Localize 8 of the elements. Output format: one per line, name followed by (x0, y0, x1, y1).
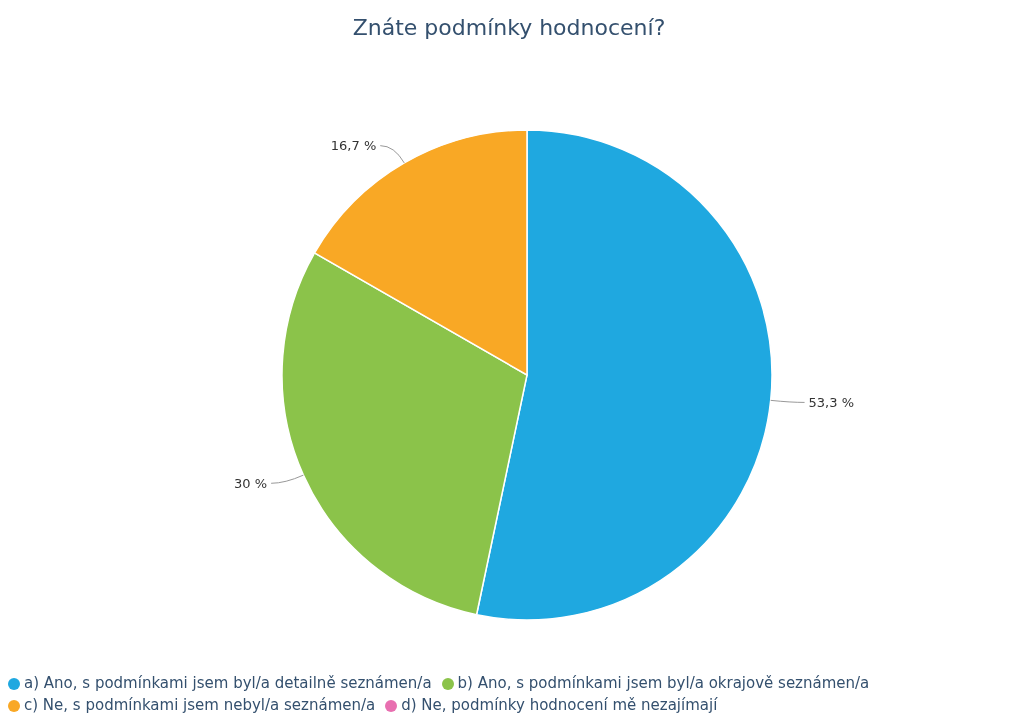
legend-label: b) Ano, s podmínkami jsem byl/a okrajově seznámen/a (457, 674, 870, 692)
legend-label: d) Ne, podmínky hodnocení mě nezajímají (401, 696, 718, 714)
data-label: 30 % (234, 475, 268, 491)
legend-label: a) Ano, s podmínkami jsem byl/a detailně seznámen/a (24, 674, 432, 692)
data-label: 53,3 % (808, 394, 855, 410)
data-label: 16,7 % (330, 138, 377, 154)
chart-title: Znáte podmínky hodnocení? (351, 14, 667, 42)
legend-label: c) Ne, s podmínkami jsem nebyl/a seznámen/a (24, 696, 376, 714)
